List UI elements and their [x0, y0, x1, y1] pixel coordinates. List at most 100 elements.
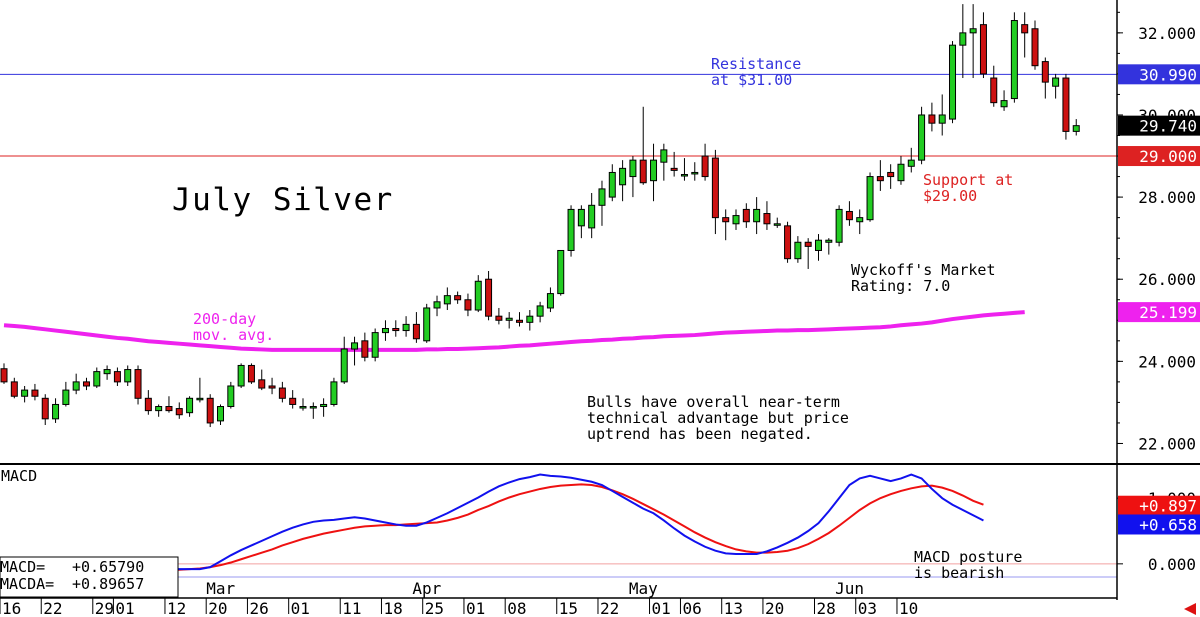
candle-body: [186, 397, 194, 414]
candle-body: [0, 368, 8, 383]
candle: [959, 4, 967, 79]
candle-body: [330, 381, 338, 405]
macd-posture-line2: is bearish: [914, 564, 1004, 582]
candle-body: [804, 241, 812, 247]
price-tick-label: 26.000: [1138, 270, 1196, 289]
candle: [814, 234, 822, 261]
candle: [289, 390, 297, 409]
candle: [876, 160, 884, 191]
price-tick-label: 28.000: [1138, 188, 1196, 207]
candle: [557, 249, 565, 296]
macd-posture-line1: MACD posture: [914, 548, 1022, 566]
macda-value-name: MACDA=: [0, 575, 54, 593]
candle-body: [21, 389, 29, 397]
support-value-box: [1118, 146, 1200, 167]
candle-body: [93, 371, 101, 387]
candle: [134, 365, 142, 405]
month-label: Jun: [835, 579, 864, 598]
candle-body: [557, 249, 565, 295]
candle-body: [845, 210, 853, 221]
candle-body: [320, 403, 328, 408]
candle: [639, 106, 647, 185]
candle-body: [814, 239, 822, 251]
candle-body: [794, 241, 802, 260]
candle-body: [196, 397, 204, 401]
candle-body: [608, 171, 616, 198]
candle-body: [464, 299, 472, 311]
candle: [124, 365, 132, 386]
candle: [268, 377, 276, 395]
candle-body: [619, 167, 627, 186]
candle-body: [629, 159, 637, 178]
candle: [1052, 73, 1060, 99]
candle-body: [588, 204, 596, 229]
resistance-value-label: 30.990: [1139, 65, 1197, 84]
candle-body: [103, 369, 111, 375]
last-price-label: 29.740: [1139, 117, 1197, 136]
day-label: 26: [249, 599, 268, 617]
candle-body: [516, 319, 523, 323]
candle: [433, 295, 441, 317]
candle: [835, 205, 843, 247]
candle-body: [505, 317, 513, 321]
candle-body: [227, 385, 235, 408]
candle: [701, 143, 709, 181]
candle: [670, 151, 678, 177]
candle: [196, 377, 204, 403]
comment-line2: technical advantage but price: [587, 409, 849, 427]
comment-line1: Bulls have overall near-term: [587, 393, 840, 411]
candle: [10, 377, 18, 399]
candle-body: [485, 278, 493, 317]
candle-body: [928, 114, 936, 124]
day-label: 01: [466, 599, 485, 617]
candle-body: [763, 213, 771, 225]
candle-body: [897, 163, 905, 182]
candle: [41, 394, 49, 425]
candle-body: [567, 208, 575, 251]
candle: [887, 164, 895, 189]
ma-annotation-line1: 200-day: [193, 310, 256, 328]
candle-body: [1072, 125, 1080, 132]
candle-body: [979, 24, 987, 75]
candle: [371, 328, 379, 362]
candle: [299, 398, 307, 411]
candle: [619, 160, 627, 202]
candle-body: [62, 389, 70, 405]
candle-body: [825, 239, 833, 243]
ma-annotation-line2: mov. avg.: [193, 326, 274, 344]
candle-body: [773, 223, 781, 226]
scroll-left-icon[interactable]: [1184, 603, 1196, 615]
candle-body: [402, 323, 410, 332]
candle: [990, 65, 998, 107]
candle-body: [639, 159, 647, 184]
candle: [711, 149, 719, 235]
candle: [186, 396, 194, 417]
month-label: Apr: [412, 579, 441, 598]
candle: [402, 316, 410, 337]
candle-body: [691, 171, 699, 175]
candle: [928, 102, 936, 132]
candle: [72, 373, 80, 395]
candle: [918, 106, 926, 165]
last-price-box: [1118, 115, 1200, 136]
candle: [608, 164, 616, 202]
price-reference-lines: [0, 73, 1117, 157]
candle: [474, 275, 482, 313]
candle: [856, 209, 864, 235]
candle-body: [866, 176, 874, 221]
candle: [567, 205, 575, 257]
candle: [340, 336, 348, 384]
day-label: 20: [765, 599, 784, 617]
macd-title: MACD: [1, 467, 37, 485]
candle: [804, 238, 812, 269]
candle: [907, 147, 915, 173]
candle: [722, 209, 730, 241]
candle-body: [1052, 77, 1060, 87]
ma-value-box: [1118, 302, 1200, 323]
candle: [103, 365, 111, 380]
candle: [1062, 73, 1070, 140]
candle-body: [10, 381, 18, 397]
candle: [1031, 20, 1039, 70]
candle: [784, 221, 792, 263]
